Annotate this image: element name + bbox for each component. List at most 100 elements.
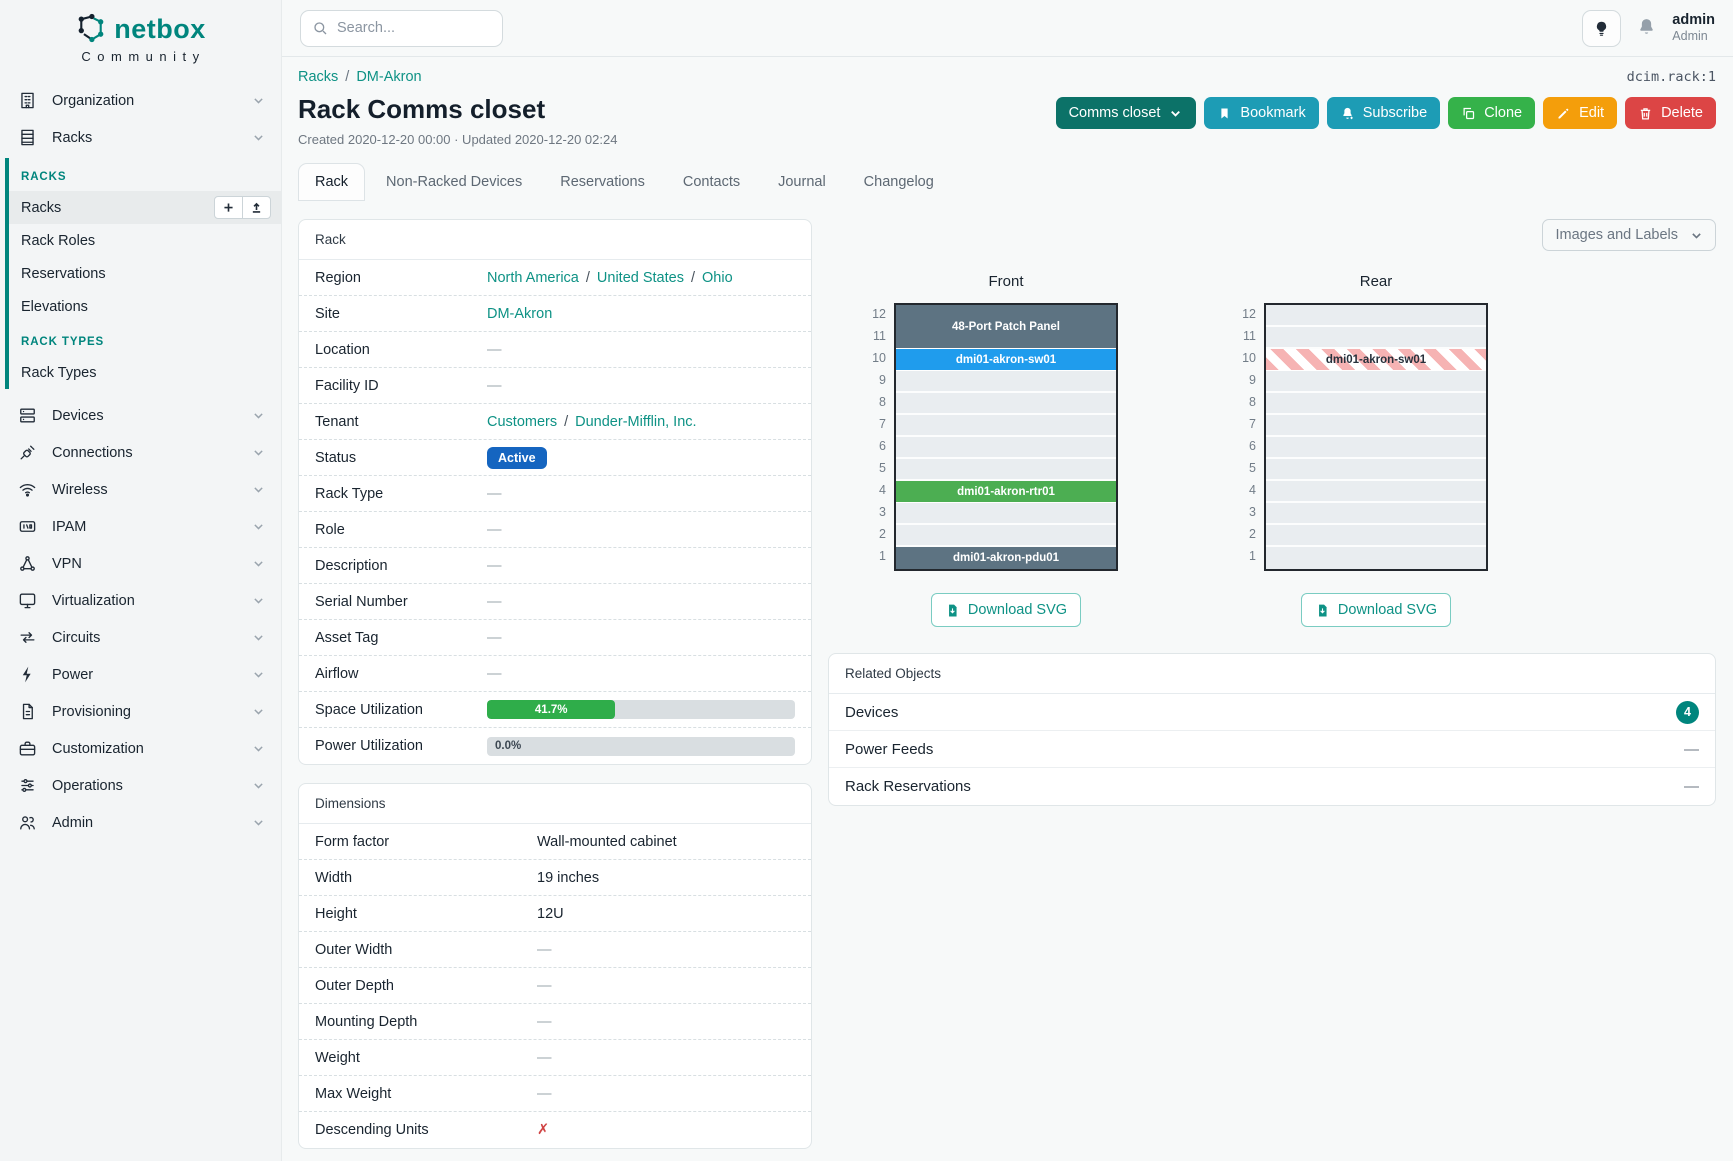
rack-empty-unit[interactable]	[1266, 437, 1486, 459]
sidebar-item-circuits[interactable]: Circuits	[0, 619, 281, 656]
rack-empty-unit[interactable]	[1266, 481, 1486, 503]
field-value: —	[537, 1086, 795, 1102]
sidebar-item-admin[interactable]: Admin	[0, 804, 281, 841]
sidebar-item-wireless[interactable]: Wireless	[0, 471, 281, 508]
sidebar-item-devices[interactable]: Devices	[0, 397, 281, 434]
subscribe-button[interactable]: Subscribe	[1326, 97, 1441, 129]
rack-empty-unit[interactable]	[896, 437, 1116, 459]
rack-empty-unit[interactable]	[896, 415, 1116, 437]
copy-icon	[1463, 107, 1475, 119]
rack-empty-unit[interactable]	[1266, 525, 1486, 547]
sidebar-subitem-rack-roles[interactable]: Rack Roles	[9, 224, 281, 257]
global-search[interactable]	[300, 9, 503, 47]
add-rack-button[interactable]	[214, 196, 243, 219]
tab-non-racked-devices[interactable]: Non-Racked Devices	[386, 174, 523, 190]
tab-journal[interactable]: Journal	[778, 174, 826, 190]
rack-empty-unit[interactable]	[1266, 547, 1486, 569]
clone-button[interactable]: Clone	[1448, 97, 1536, 129]
breadcrumb-link-racks[interactable]: Racks	[298, 69, 339, 85]
rack-unit-number: 11	[873, 329, 886, 343]
link-united-states[interactable]: United States	[596, 269, 684, 286]
user-menu[interactable]: admin Admin	[1672, 12, 1715, 44]
rack-device[interactable]: 48-Port Patch Panel	[896, 305, 1116, 349]
sidebar-subitem-elevations[interactable]: Elevations	[9, 290, 281, 323]
chevron-down-icon	[252, 631, 265, 644]
rack-empty-unit[interactable]	[896, 503, 1116, 525]
related-object-row[interactable]: Devices 4	[829, 694, 1715, 731]
delete-button[interactable]: Delete	[1625, 97, 1716, 129]
link-dunder-mifflin-inc[interactable]: Dunder-Mifflin, Inc.	[575, 413, 697, 430]
rack-device[interactable]: dmi01-akron-sw01	[896, 349, 1116, 371]
related-object-row[interactable]: Power Feeds —	[829, 731, 1715, 768]
sidebar-item-customization[interactable]: Customization	[0, 730, 281, 767]
rack-empty-unit[interactable]	[896, 393, 1116, 415]
rack-empty-unit[interactable]	[1266, 305, 1486, 327]
field-row: Outer Width —	[299, 932, 811, 968]
field-label: Status	[315, 449, 357, 466]
brand-logo[interactable]: netbox Community	[0, 0, 281, 68]
rack-empty-unit[interactable]	[896, 371, 1116, 393]
download-svg-front-button[interactable]: Download SVG	[930, 593, 1082, 627]
tab-reservations[interactable]: Reservations	[560, 174, 645, 190]
users-icon	[18, 813, 37, 832]
sidebar-item-connections[interactable]: Connections	[0, 434, 281, 471]
tab-contacts[interactable]: Contacts	[682, 174, 741, 190]
user-name: admin	[1672, 12, 1715, 29]
elevation-display-select[interactable]: Images and Labels	[1542, 219, 1716, 251]
sidebar-subitem-reservations[interactable]: Reservations	[9, 257, 281, 290]
rack-empty-unit[interactable]	[1266, 393, 1486, 415]
theme-toggle-button[interactable]	[1582, 9, 1622, 47]
sidebar-subitem-rack-types[interactable]: Rack Types	[9, 356, 281, 389]
related-object-row[interactable]: Rack Reservations —	[829, 768, 1715, 805]
notifications-bell-icon[interactable]	[1636, 16, 1657, 40]
rack-panel-title: Rack	[299, 220, 811, 260]
bookmark-button[interactable]: Bookmark	[1204, 97, 1319, 129]
file-download-icon	[1318, 604, 1327, 616]
sidebar-item-provisioning[interactable]: Provisioning	[0, 693, 281, 730]
rack-view-select-button[interactable]: Comms closet	[1055, 97, 1197, 129]
sidebar-item-ipam[interactable]: IPAM	[0, 508, 281, 545]
rack-icon	[18, 128, 37, 147]
monitor-icon	[18, 591, 37, 610]
download-svg-rear-button[interactable]: Download SVG	[1300, 593, 1452, 627]
power-icon	[18, 665, 37, 684]
rack-empty-unit[interactable]	[1266, 503, 1486, 525]
rack-empty-unit[interactable]	[1266, 371, 1486, 393]
link-dm-akron[interactable]: DM-Akron	[487, 305, 553, 322]
link-north-america[interactable]: North America	[487, 269, 579, 286]
rack-empty-unit[interactable]	[1266, 459, 1486, 481]
sidebar-item-power[interactable]: Power	[0, 656, 281, 693]
sidebar-item-organization[interactable]: Organization	[0, 82, 281, 119]
link-ohio[interactable]: Ohio	[702, 269, 733, 286]
import-racks-button[interactable]	[242, 196, 271, 219]
field-value: —	[487, 558, 795, 574]
breadcrumb-link-site[interactable]: DM-Akron	[356, 69, 422, 85]
front-rack-diagram: 48-Port Patch Panel dmi01-akron-sw01 dmi01…	[894, 303, 1118, 571]
edit-button[interactable]: Edit	[1543, 97, 1618, 129]
rack-device[interactable]: dmi01-akron-rtr01	[896, 481, 1116, 503]
rack-empty-unit[interactable]	[896, 525, 1116, 547]
field-value: ✗	[537, 1122, 795, 1138]
sidebar-item-racks[interactable]: Racks	[0, 119, 281, 156]
rack-empty-unit[interactable]	[896, 459, 1116, 481]
wifi-icon	[18, 480, 37, 499]
rack-device[interactable]: dmi01-akron-sw01	[1266, 349, 1486, 371]
sidebar-subitem-label: Reservations	[21, 265, 106, 282]
sidebar-subitem-racks[interactable]: Racks	[9, 191, 281, 224]
rack-device[interactable]: dmi01-akron-pdu01	[896, 547, 1116, 569]
field-value: —	[487, 594, 795, 610]
tab-changelog[interactable]: Changelog	[863, 174, 934, 190]
empty-value: —	[537, 1085, 552, 1102]
sidebar-item-operations[interactable]: Operations	[0, 767, 281, 804]
sidebar-section-header: RACK TYPES	[21, 336, 105, 348]
sidebar-item-virtualization[interactable]: Virtualization	[0, 582, 281, 619]
rack-empty-unit[interactable]	[1266, 327, 1486, 349]
rack-unit-number: 12	[1242, 307, 1256, 321]
sidebar-item-vpn[interactable]: VPN	[0, 545, 281, 582]
rack-unit-number: 11	[1243, 329, 1256, 343]
empty-value: —	[487, 665, 502, 682]
link-customers[interactable]: Customers	[487, 413, 558, 430]
tab-rack[interactable]: Rack	[298, 163, 366, 201]
rack-empty-unit[interactable]	[1266, 415, 1486, 437]
search-input[interactable]	[337, 20, 491, 36]
